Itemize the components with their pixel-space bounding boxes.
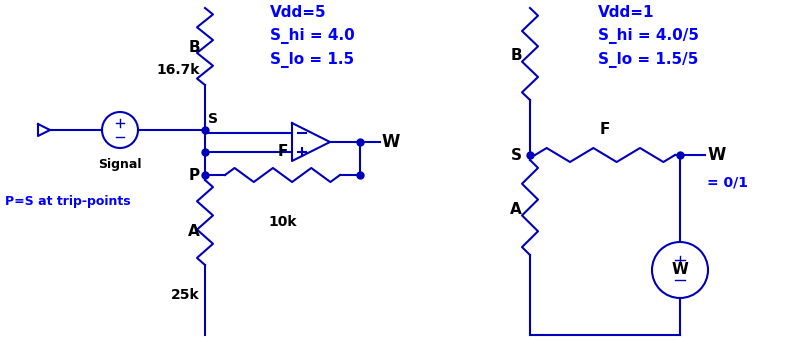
Text: S: S xyxy=(511,148,522,163)
Text: = 0/1: = 0/1 xyxy=(707,175,748,189)
Text: S_hi = 4.0/5: S_hi = 4.0/5 xyxy=(598,28,699,44)
Text: 16.7k: 16.7k xyxy=(157,63,200,77)
Text: P: P xyxy=(189,168,200,183)
Text: S: S xyxy=(208,112,218,126)
Text: B: B xyxy=(510,48,522,63)
Text: B: B xyxy=(188,40,200,55)
Text: S_hi = 4.0: S_hi = 4.0 xyxy=(270,28,354,44)
Text: Signal: Signal xyxy=(98,158,142,171)
Text: Vdd=1: Vdd=1 xyxy=(598,5,654,20)
Text: S_lo = 1.5: S_lo = 1.5 xyxy=(270,52,354,68)
Text: S_lo = 1.5/5: S_lo = 1.5/5 xyxy=(598,52,698,68)
Text: P=S at trip-points: P=S at trip-points xyxy=(5,195,130,208)
Text: W: W xyxy=(382,133,400,151)
Text: 25k: 25k xyxy=(171,288,200,302)
Text: A: A xyxy=(510,203,522,218)
Text: W: W xyxy=(671,262,689,277)
Text: 10k: 10k xyxy=(268,215,297,229)
Text: F: F xyxy=(278,144,288,159)
Text: F: F xyxy=(600,122,610,137)
Text: A: A xyxy=(188,224,200,239)
Text: Vdd=5: Vdd=5 xyxy=(270,5,326,20)
Text: W: W xyxy=(707,146,726,164)
